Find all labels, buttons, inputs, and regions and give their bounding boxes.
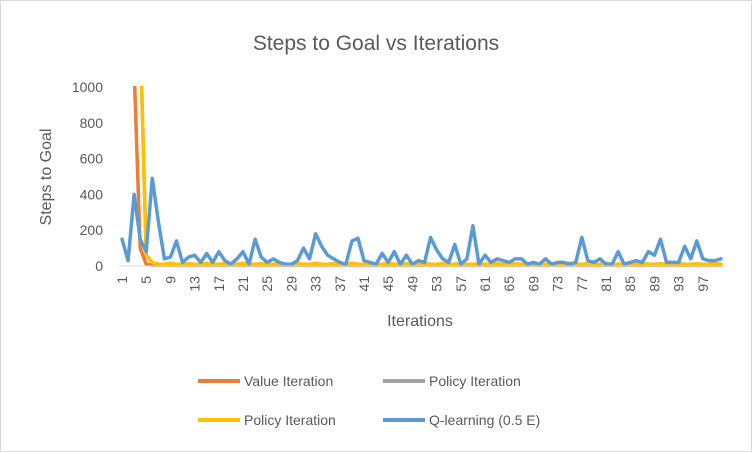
x-tick-label: 25 <box>259 276 275 292</box>
x-tick-label: 33 <box>308 276 324 292</box>
x-tick-label: 21 <box>235 276 251 292</box>
x-axis-title: Iterations <box>387 313 453 330</box>
y-axis-title: Steps to Goal <box>38 129 55 226</box>
x-tick-label: 97 <box>695 276 711 292</box>
x-tick-label: 13 <box>187 276 203 292</box>
x-tick-label: 5 <box>138 276 154 284</box>
y-tick-label: 400 <box>80 186 104 202</box>
y-tick-label: 800 <box>80 115 104 131</box>
x-tick-label: 41 <box>356 276 372 292</box>
legend-label: Q-learning (0.5 E) <box>429 412 540 428</box>
x-tick-label: 93 <box>671 276 687 292</box>
x-tick-label: 29 <box>283 276 299 292</box>
series-line <box>139 86 723 266</box>
x-tick-label: 73 <box>550 276 566 292</box>
x-tick-label: 61 <box>477 276 493 292</box>
x-tick-label: 85 <box>622 276 638 292</box>
x-tick-label: 65 <box>501 276 517 292</box>
legend-label: Value Iteration <box>244 373 333 389</box>
legend-label: Policy Iteration <box>244 412 336 428</box>
y-tick-label: 1000 <box>72 79 103 95</box>
x-tick-label: 69 <box>525 276 541 292</box>
x-tick-label: 17 <box>211 276 227 292</box>
x-tick-label: 57 <box>453 276 469 292</box>
chart-title: Steps to Goal vs Iterations <box>253 32 499 55</box>
series-line <box>120 176 723 266</box>
x-tick-label: 37 <box>332 276 348 292</box>
x-tick-label: 45 <box>380 276 396 292</box>
x-tick-label: 9 <box>162 276 178 284</box>
y-tick-label: 200 <box>80 222 104 238</box>
y-tick-label: 600 <box>80 151 104 167</box>
x-tick-label: 49 <box>404 276 420 292</box>
legend-label: Policy Iteration <box>429 373 521 389</box>
x-tick-label: 77 <box>574 276 590 292</box>
plot-area <box>120 86 723 267</box>
x-tick-label: 53 <box>429 276 445 292</box>
y-tick-label: 0 <box>95 258 103 274</box>
x-tick-label: 89 <box>646 276 662 292</box>
x-tick-label: 1 <box>114 276 130 284</box>
x-tick-label: 81 <box>598 276 614 292</box>
